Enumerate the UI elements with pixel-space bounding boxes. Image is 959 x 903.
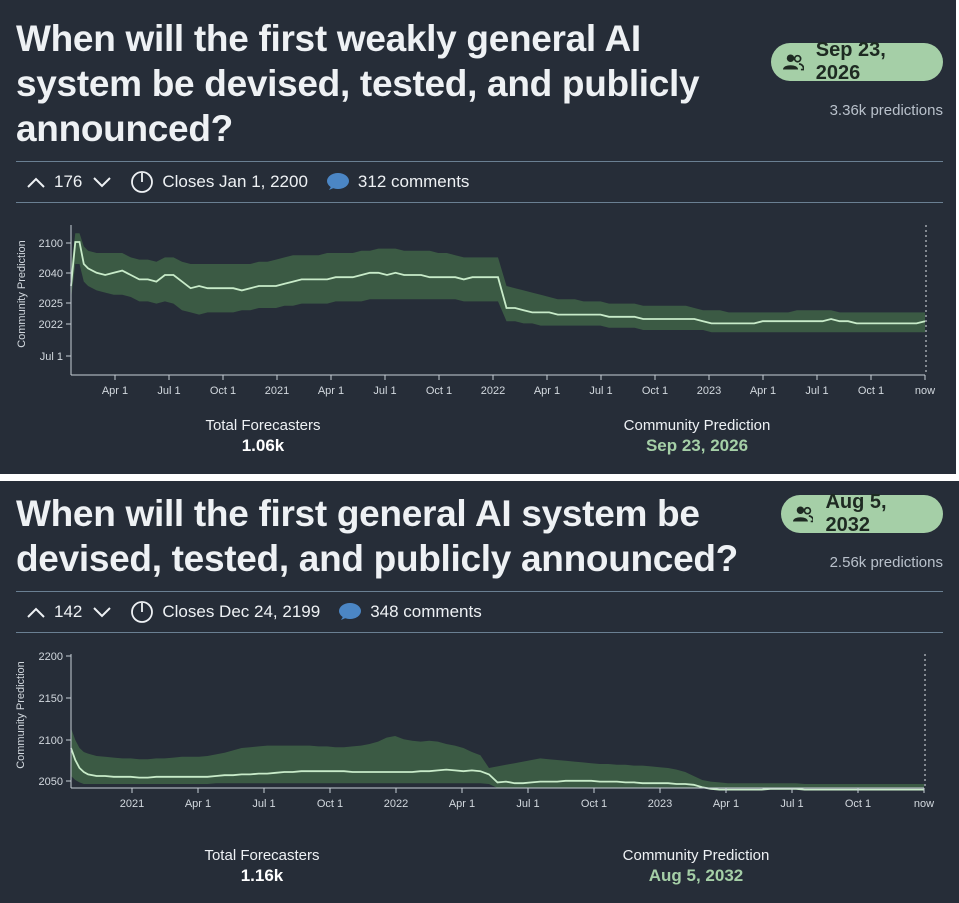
y-tick-label: 2100 [39,238,63,250]
x-tick-label: now [915,385,935,397]
y-tick-label: 2050 [39,776,63,788]
confidence-band [71,728,924,788]
x-tick-label: Jul 1 [157,385,180,397]
comment-icon[interactable] [338,602,362,622]
forecasters-value: 1.06k [241,436,285,455]
community-prediction-value: Aug 5, 2032 [648,866,744,885]
forecasters-label: Total Forecasters [204,847,320,864]
divider [16,591,943,592]
x-tick-label: Apr 1 [750,385,776,397]
x-tick-label: 2022 [481,385,505,397]
divider [16,202,943,203]
x-tick-label: Apr 1 [102,385,128,397]
downvote-icon[interactable] [92,176,112,188]
x-tick-label: Jul 1 [516,798,539,810]
forecasters-value: 1.16k [240,866,284,885]
predictions-count: 3.36k predictions [829,102,943,119]
x-tick-label: Oct 1 [858,385,884,397]
x-tick-label: Apr 1 [449,798,475,810]
x-tick-label: Oct 1 [317,798,343,810]
x-tick-label: Oct 1 [845,798,871,810]
upvote-icon[interactable] [26,606,46,618]
users-icon [793,506,814,523]
x-tick-label: Oct 1 [581,798,607,810]
y-tick-label: 2040 [39,268,63,280]
question-card-2: When will the first general AI system be… [0,481,959,903]
comments-link[interactable]: 348 comments [370,602,482,621]
y-axis-label: Community Prediction [15,661,27,769]
y-tick-label: 2025 [39,298,63,310]
users-icon [783,54,804,71]
x-tick-label: Jul 1 [252,798,275,810]
clock-icon [130,600,154,624]
predictions-count: 2.56k predictions [829,554,943,571]
vote-count: 176 [54,172,83,191]
question-meta: 142 Closes Dec 24, 2199 348 comments [26,598,482,626]
x-tick-label: 2022 [384,798,408,810]
x-tick-label: Jul 1 [805,385,828,397]
y-tick-label: 2022 [39,319,63,331]
question-card-1: When will the first weakly general AI sy… [0,0,956,474]
x-tick-label: Jul 1 [780,798,803,810]
y-tick-label: 2100 [39,735,63,747]
x-tick-label: Oct 1 [426,385,452,397]
x-tick-label: 2021 [120,798,144,810]
divider [16,161,943,162]
comment-icon[interactable] [326,172,350,192]
x-tick-label: now [914,798,934,810]
x-tick-label: Oct 1 [642,385,668,397]
median-line [70,747,924,791]
x-tick-label: 2023 [697,385,721,397]
x-tick-label: Jul 1 [589,385,612,397]
question-title[interactable]: When will the first weakly general AI sy… [16,18,700,149]
community-prediction-pill[interactable]: Sep 23, 2026 [771,39,943,84]
pill-label: Aug 5, 2032 [825,491,887,536]
x-tick-label: 2023 [648,798,672,810]
y-tick-label: 2150 [39,693,63,705]
x-tick-label: Oct 1 [210,385,236,397]
median-line [70,241,926,325]
y-axis-label: Community Prediction [16,240,28,348]
x-tick-label: Apr 1 [713,798,739,810]
clock-icon [130,170,154,194]
prediction-chart[interactable]: 2200 2150 2100 2050 2021 Apr 1 Jul 1 Oct 1 2022 A… [0,646,959,831]
comments-link[interactable]: 312 comments [357,172,470,191]
vote-count: 142 [54,602,83,621]
community-prediction-label: Community Prediction [623,417,771,434]
community-prediction-value: Sep 23, 2026 [645,436,749,455]
divider [16,632,943,633]
x-tick-label: Apr 1 [534,385,560,397]
community-prediction-pill[interactable]: Aug 5, 2032 [781,491,943,536]
confidence-band [71,233,925,333]
x-tick-label: Apr 1 [185,798,211,810]
community-prediction-label: Community Prediction [622,847,770,864]
downvote-icon[interactable] [92,606,112,618]
x-tick-label: 2021 [265,385,289,397]
close-date: Closes Dec 24, 2199 [162,602,321,621]
upvote-icon[interactable] [26,176,46,188]
y-tick-label: 2200 [39,651,63,663]
question-title[interactable]: When will the first general AI system be… [16,493,738,579]
prediction-chart[interactable]: 2100 2040 2025 2022 Jul 1 Apr 1 Jul 1 Oct 1 2021… [0,215,956,405]
x-tick-label: Apr 1 [318,385,344,397]
y-tick-label: Jul 1 [40,351,63,363]
pill-label: Sep 23, 2026 [815,39,886,84]
close-date: Closes Jan 1, 2200 [162,172,308,191]
forecasters-label: Total Forecasters [205,417,321,434]
x-tick-label: Jul 1 [373,385,396,397]
question-meta: 176 Closes Jan 1, 2200 312 comments [26,168,469,196]
